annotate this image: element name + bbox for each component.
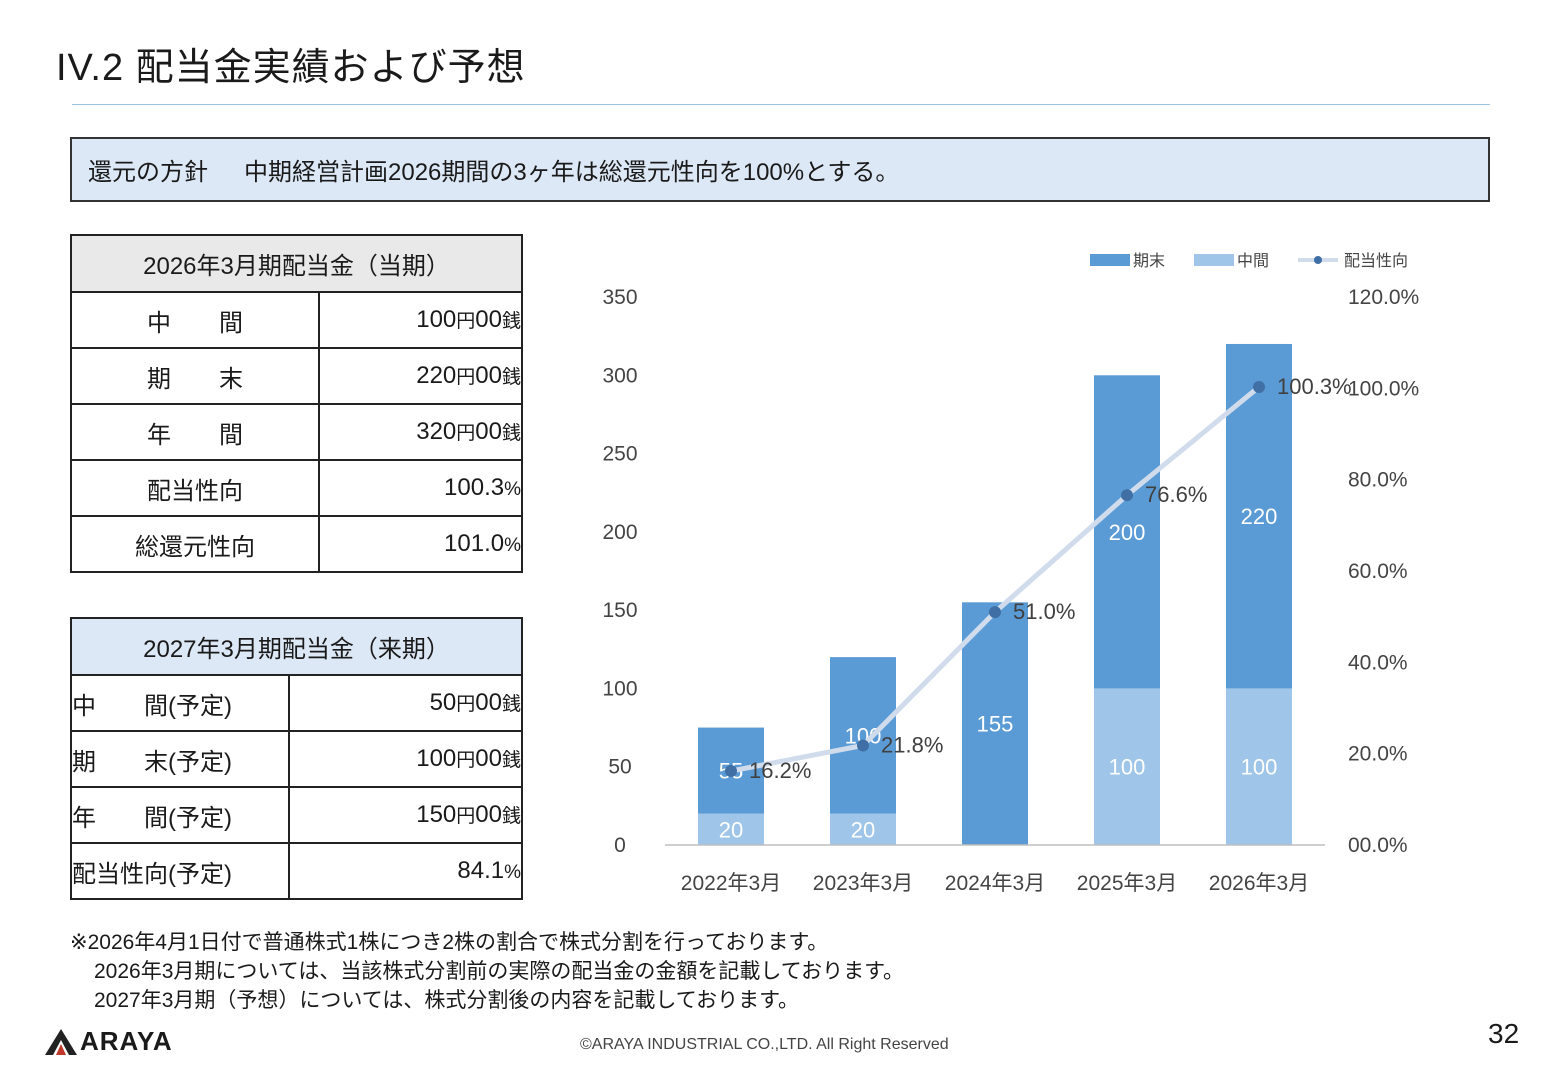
table-row: 中 間 100円00銭 [70,291,523,349]
footnote: ※2026年4月1日付で普通株式1株につき2株の割合で株式分割を行っております。… [70,928,904,1015]
page-number: 32 [1488,1018,1520,1049]
row-value: 100円00銭 [318,291,523,349]
row-label: 配当性向 [70,459,320,517]
dividend-chart: 0 50 100 150 200 250 300 350 00.0% 20.0% 40.0% 60.0… [602,252,1419,895]
current-dividend-table: 2026年3月期配当金（当期） 中 間 100円00銭 期 末 220円00銭 … [70,234,523,573]
row-value: 101.0% [318,515,523,573]
y-right-tick-label: 120.0% [1348,286,1419,309]
table-row: 期 末(予定) 100円00銭 [70,730,523,788]
y-right-tick-label: 80.0% [1348,469,1408,492]
y-left-tick-label: 300 [602,364,637,387]
bar-data-label: 200 [1109,520,1146,545]
table-row: 期 末 220円00銭 [70,347,523,405]
bar-data-label: 20 [851,817,875,842]
bar-year-end [1094,375,1160,689]
legend-label: 期末 [1133,252,1165,270]
row-value: 150円00銭 [288,786,523,844]
legend-label: 中間 [1237,252,1269,270]
bar-data-label: 100 [1241,755,1278,780]
logo-mark-icon [45,1028,77,1055]
bar-interim [1094,688,1160,845]
row-value: 50円00銭 [288,674,523,732]
current-table-header: 2026年3月期配当金（当期） [70,234,523,293]
row-label: 年 間 [70,403,320,461]
row-label: 期 末 [70,347,320,405]
row-label: 期 末(予定) [70,730,290,788]
legend-marker [1314,256,1322,264]
row-value: 220円00銭 [318,347,523,405]
footnote-line: ※2026年4月1日付で普通株式1株につき2株の割合で株式分割を行っております。 [70,931,829,954]
policy-label: 還元の方針 [88,159,208,186]
table-row: 中 間(予定) 50円00銭 [70,674,523,732]
payout-ratio-label: 51.0% [1013,599,1075,624]
footnote-line: 2027年3月期（予想）については、株式分割後の内容を記載しております。 [94,989,799,1012]
legend-label: 配当性向 [1344,252,1408,270]
payout-ratio-label: 76.6% [1145,482,1207,507]
table-row: 年 間(予定) 150円00銭 [70,786,523,844]
row-value: 84.1% [288,842,523,900]
row-value: 320円00銭 [318,403,523,461]
next-dividend-table: 2027年3月期配当金（来期） 中 間(予定) 50円00銭 期 末(予定) 1… [70,617,523,900]
copyright: ©ARAYA INDUSTRIAL CO.,LTD. All Right Res… [580,1036,949,1053]
footnote-line: 2026年3月期については、当該株式分割前の実際の配当金の金額を記載しております… [94,960,904,983]
payout-ratio-label: 16.2% [749,758,811,783]
x-tick-label: 2023年3月 [813,872,913,895]
x-tick-label: 2022年3月 [681,872,781,895]
payout-ratio-label: 100.3% [1277,374,1352,399]
y-left-tick-label: 100 [602,677,637,700]
payout-ratio-point [725,765,737,778]
x-tick-label: 2025年3月 [1077,872,1177,895]
payout-ratio-point [989,606,1001,619]
y-left-tick-label: 150 [602,599,637,622]
bar-interim [830,813,896,845]
y-right-tick-label: 00.0% [1348,834,1408,857]
table-row: 年 間 320円00銭 [70,403,523,461]
y-right-tick-label: 20.0% [1348,743,1408,766]
y-right-tick-label: 40.0% [1348,651,1408,674]
bar-year-end [830,657,896,814]
row-label: 中 間 [70,291,320,349]
x-tick-label: 2026年3月 [1209,872,1309,895]
row-value: 100円00銭 [288,730,523,788]
row-value: 100.3% [318,459,523,517]
logo-text: ARAYA [80,1026,173,1056]
table-row: 総還元性向 101.0% [70,515,523,573]
row-label: 年 間(予定) [70,786,290,844]
row-label: 総還元性向 [70,515,320,573]
y-left-tick-label: 0 [614,834,626,857]
page-title: IV.2 配当金実績および予想 [56,47,526,89]
y-left-tick-label: 250 [602,443,637,466]
y-left-tick-label: 200 [602,521,637,544]
row-label: 中 間(予定) [70,674,290,732]
bar-interim [698,813,764,845]
payout-ratio-point [1253,380,1265,393]
bar-data-label: 155 [977,712,1014,737]
table-row: 配当性向(予定) 84.1% [70,842,523,900]
bar-year-end [1226,343,1292,689]
payout-ratio-label: 21.8% [881,732,943,757]
bar-year-end [962,602,1028,845]
table-row: 配当性向 100.3% [70,459,523,517]
next-table-header: 2027年3月期配当金（来期） [70,617,523,676]
payout-ratio-point [1121,489,1133,502]
y-right-tick-label: 100.0% [1348,377,1419,400]
y-right-tick-label: 60.0% [1348,560,1408,583]
title-divider [72,104,1490,105]
x-tick-label: 2024年3月 [945,872,1045,895]
row-label: 配当性向(予定) [70,842,290,900]
payout-ratio-point [857,739,869,752]
policy-box: 還元の方針 中期経営計画2026期間の3ヶ年は総還元性向を100%とする。 [70,137,1490,202]
legend-swatch [1194,254,1234,266]
legend-swatch [1090,254,1130,266]
policy-text: 中期経営計画2026期間の3ヶ年は総還元性向を100%とする。 [244,159,900,186]
bar-data-label: 220 [1241,504,1278,529]
bar-interim [1226,688,1292,845]
bar-data-label: 100 [1109,755,1146,780]
bar-data-label: 20 [719,817,743,842]
y-left-tick-label: 50 [608,756,631,779]
y-left-tick-label: 350 [602,286,637,309]
company-logo: ARAYA [44,1026,173,1057]
